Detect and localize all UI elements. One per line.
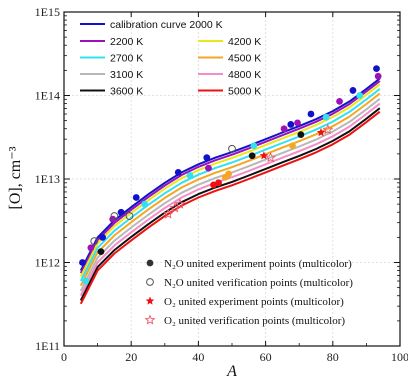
legend-marker-label: N₂O united verification points (multicol… bbox=[164, 277, 353, 289]
data-point bbox=[162, 208, 174, 219]
data-point bbox=[79, 259, 86, 266]
data-point bbox=[294, 119, 301, 127]
data-point bbox=[87, 244, 95, 252]
data-point bbox=[215, 179, 222, 187]
curve-4800-k bbox=[79, 102, 381, 297]
legend-label: 2700 K bbox=[110, 53, 143, 65]
data-point bbox=[250, 142, 258, 150]
curve-5000-k bbox=[79, 110, 381, 305]
data-point bbox=[280, 125, 288, 133]
data-point bbox=[297, 131, 305, 139]
data-point bbox=[82, 277, 90, 285]
data-point bbox=[265, 152, 276, 163]
legend-marker bbox=[144, 314, 156, 325]
y-axis-label: [O], cm⁻³ bbox=[7, 146, 24, 209]
data-point bbox=[225, 170, 233, 178]
legend-label: 3100 K bbox=[110, 69, 143, 81]
data-point bbox=[125, 212, 134, 220]
data-point bbox=[205, 164, 212, 172]
data-point bbox=[322, 123, 334, 135]
legend-marker bbox=[146, 259, 154, 267]
legend-marker-label: O₂ united verification points (multicolo… bbox=[164, 315, 345, 327]
legend-label: calibration curve 2000 K bbox=[110, 19, 223, 31]
legend-label: 2200 K bbox=[110, 36, 143, 48]
legend-markers: N₂O united experiment points (multicolor… bbox=[144, 258, 353, 327]
data-point bbox=[99, 233, 107, 241]
data-point bbox=[203, 154, 211, 162]
legend-label: 3600 K bbox=[110, 86, 143, 98]
data-point bbox=[259, 151, 269, 160]
y-tick-label: 1E14 bbox=[35, 89, 60, 103]
x-axis-label: A bbox=[226, 363, 237, 380]
data-point bbox=[174, 168, 182, 176]
data-point bbox=[117, 208, 125, 216]
legend-marker bbox=[145, 296, 155, 305]
data-point bbox=[186, 172, 194, 179]
data-points bbox=[79, 65, 382, 285]
legend-label: 4200 K bbox=[228, 36, 261, 48]
curve-2200-k bbox=[79, 80, 381, 274]
y-tick-label: 1E13 bbox=[35, 172, 60, 186]
axis-ticks: 0 20 40 60 80 100 1E11 1E12 1E13 1E14 1E15 bbox=[35, 5, 408, 364]
data-point bbox=[287, 121, 295, 128]
y-tick-label: 1E12 bbox=[35, 256, 60, 270]
x-tick-label: 20 bbox=[125, 350, 137, 364]
data-point bbox=[228, 144, 236, 153]
data-point bbox=[356, 92, 364, 99]
legend-label: 5000 K bbox=[228, 86, 261, 98]
data-point bbox=[322, 113, 330, 121]
data-point bbox=[141, 200, 149, 208]
x-tick-label: 40 bbox=[192, 350, 204, 364]
x-tick-label: 80 bbox=[327, 350, 339, 364]
data-point bbox=[289, 142, 296, 150]
y-tick-label: 1E15 bbox=[35, 5, 60, 19]
data-point bbox=[169, 202, 181, 213]
data-point bbox=[316, 128, 326, 137]
curve-3100-k bbox=[79, 98, 381, 292]
data-point bbox=[349, 87, 357, 94]
x-tick-label: 100 bbox=[391, 350, 408, 364]
legend-label: 4800 K bbox=[228, 69, 261, 81]
curve-3600-k bbox=[79, 107, 381, 301]
data-point bbox=[373, 65, 380, 72]
x-tick-label: 0 bbox=[61, 350, 67, 364]
curve-2700-k bbox=[79, 88, 381, 282]
legend-curves: calibration curve 2000 K 2200 K 4200 K 2700… bbox=[80, 19, 261, 98]
data-point bbox=[307, 110, 315, 118]
data-point bbox=[97, 248, 105, 256]
data-point bbox=[174, 198, 186, 209]
curve-4500-k bbox=[79, 92, 381, 287]
data-point bbox=[110, 212, 119, 220]
data-point bbox=[374, 72, 382, 80]
data-point bbox=[90, 237, 99, 246]
data-point bbox=[336, 97, 343, 105]
data-point bbox=[132, 194, 140, 201]
y-tick-label: 1E11 bbox=[35, 339, 60, 353]
legend-marker bbox=[146, 278, 154, 286]
x-tick-label: 60 bbox=[260, 350, 272, 364]
legend-label: 4500 K bbox=[228, 53, 261, 65]
data-point bbox=[248, 152, 256, 160]
legend-marker-label: O₂ united experiment points (multicolor) bbox=[164, 296, 344, 308]
legend-marker-label: N₂O united experiment points (multicolor… bbox=[164, 258, 352, 270]
